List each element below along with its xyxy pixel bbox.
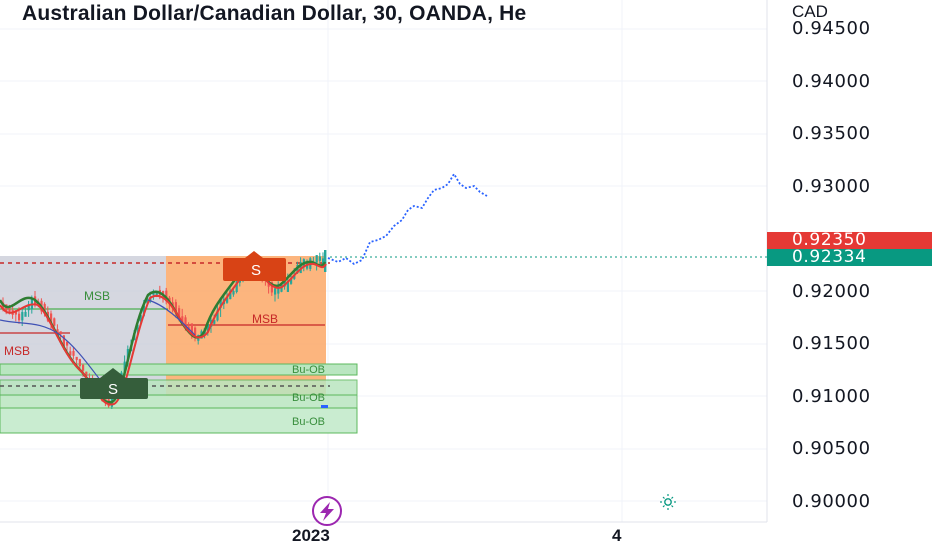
candle-body — [206, 323, 209, 332]
candle-body — [27, 304, 30, 311]
candle-body — [62, 335, 65, 347]
bid-price-badge: 0.92334 — [767, 249, 932, 266]
bu-ob-label-2: Bu-OB — [292, 392, 325, 404]
candle-body — [43, 303, 46, 314]
candle-body — [293, 275, 296, 279]
candle-body — [123, 361, 126, 372]
candle-body — [181, 316, 184, 324]
sell-signal-marker-top[interactable]: S — [223, 251, 286, 281]
candle-body — [24, 311, 27, 317]
candle-body — [146, 297, 149, 303]
price-label: 0.92000 — [792, 281, 871, 302]
candle-body — [277, 287, 280, 294]
price-label: 0.94000 — [792, 71, 871, 92]
candle-body — [229, 290, 232, 300]
signal-label-top: S — [251, 262, 261, 279]
price-label: 0.94500 — [792, 18, 871, 39]
candle-body — [18, 313, 21, 321]
candle-body — [142, 305, 145, 316]
price-label: 0.93000 — [792, 176, 871, 197]
chart-title: Australian Dollar/Canadian Dollar, 30, O… — [22, 2, 527, 25]
msb-label-left-top: MSB — [84, 289, 110, 303]
candle-body — [274, 288, 277, 295]
candle-body — [66, 341, 69, 346]
candle-body — [235, 281, 238, 293]
candle-body — [78, 359, 81, 367]
candle-body — [165, 290, 168, 302]
lightning-bolt-icon[interactable] — [312, 496, 342, 526]
candle-body — [184, 317, 187, 327]
sun-moon-icon[interactable] — [660, 494, 704, 510]
candle-body — [322, 258, 325, 265]
candle-body — [194, 327, 197, 338]
candle-body — [178, 308, 181, 317]
candle-body — [216, 310, 219, 321]
ma-curve-red — [0, 260, 327, 406]
candle-body — [270, 281, 273, 293]
signal-label-bottom: S — [108, 381, 118, 398]
currency-label: CAD — [792, 2, 828, 21]
candle-body — [299, 262, 302, 274]
price-label: 0.91000 — [792, 386, 871, 407]
candle-body — [232, 291, 235, 295]
candle-body — [168, 297, 171, 302]
candle-body — [21, 312, 24, 321]
candle-body — [8, 307, 11, 314]
candle-body — [75, 356, 78, 361]
candle-body — [53, 318, 56, 326]
bu-ob-label-3: Bu-OB — [292, 416, 325, 428]
candle-body — [56, 329, 59, 336]
price-label: 0.90500 — [792, 438, 871, 459]
candle-body — [139, 315, 142, 322]
candle-body — [219, 298, 222, 308]
candle-body — [85, 371, 88, 376]
sell-signal-marker-bottom[interactable]: S — [80, 368, 148, 399]
candle-body — [190, 323, 193, 334]
candle-body — [226, 297, 229, 303]
time-label-4: 4 — [612, 526, 622, 545]
candle-body — [126, 349, 129, 360]
candle-body — [283, 280, 286, 287]
candle-body — [315, 255, 318, 263]
msb-label-right: MSB — [252, 312, 278, 326]
candle-body — [213, 320, 216, 324]
forecast-path — [327, 172, 488, 266]
candle-body — [50, 313, 53, 325]
candle-body — [324, 250, 327, 272]
candle-body — [69, 351, 72, 356]
bu-ob-label-1: Bu-OB — [292, 364, 325, 376]
price-label: 0.90000 — [792, 491, 871, 512]
candle-body — [59, 331, 62, 335]
price-label: 0.91500 — [792, 333, 871, 354]
msb-label-left-bottom: MSB — [4, 344, 30, 358]
price-marker-small — [321, 405, 328, 408]
time-label-2023: 2023 — [292, 526, 330, 545]
candle-body — [174, 302, 177, 312]
candle-body — [82, 364, 85, 371]
candle-body — [286, 281, 289, 292]
candle-body — [136, 324, 139, 330]
ask-price-badge: 0.92350 — [767, 232, 932, 249]
candle-body — [72, 350, 75, 356]
price-label: 0.93500 — [792, 123, 871, 144]
ma-curve-blue — [0, 299, 196, 393]
candle-body — [318, 256, 321, 261]
candle-body — [290, 278, 293, 284]
candle-body — [155, 292, 158, 297]
